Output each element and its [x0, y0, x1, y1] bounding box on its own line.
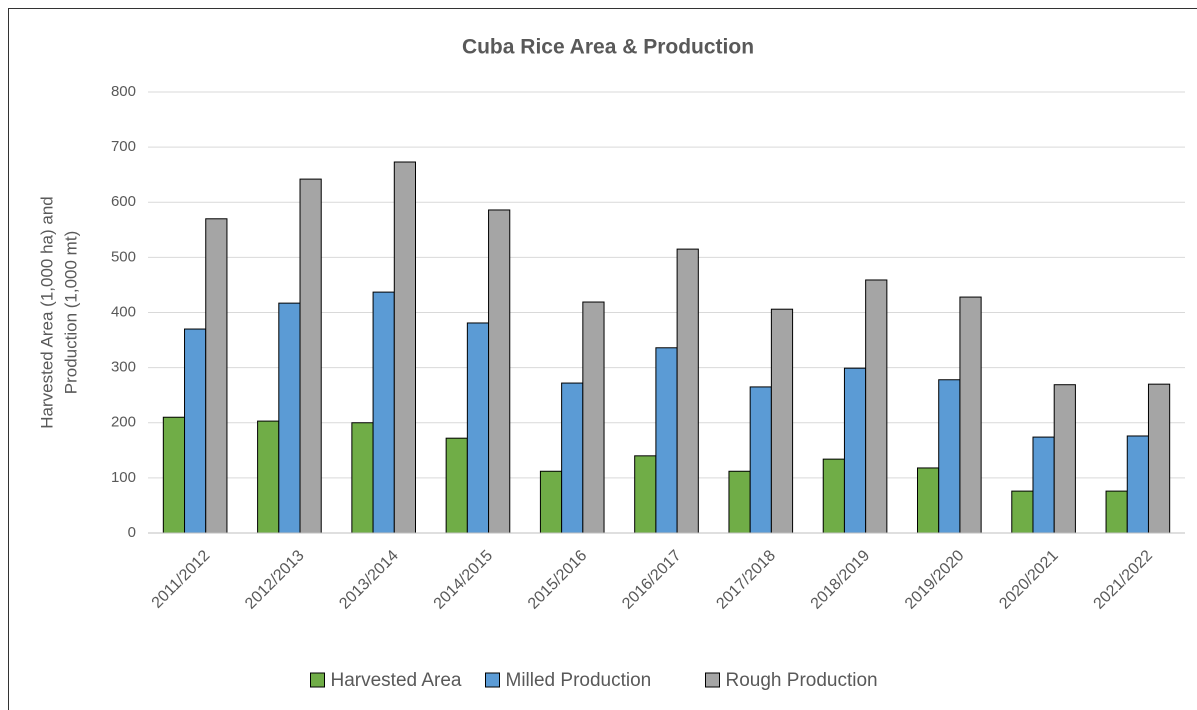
bar — [1011, 490, 1034, 534]
bar — [184, 328, 207, 534]
x-tick-label: 2019/2020 — [902, 547, 968, 613]
bar — [1053, 384, 1076, 534]
y-tick-label: 100 — [111, 469, 136, 486]
bar — [655, 347, 678, 534]
y-tick-label: 600 — [111, 193, 136, 210]
x-tick-label: 2015/2016 — [525, 547, 591, 613]
legend-label: Harvested Area — [331, 670, 462, 691]
bar — [1105, 490, 1128, 534]
y-tick-label: 200 — [111, 414, 136, 431]
legend-swatch — [310, 672, 325, 688]
bar — [582, 301, 605, 534]
x-tick-label: 2018/2019 — [808, 547, 874, 613]
bar — [749, 386, 772, 534]
x-tick-label: 2021/2022 — [1091, 547, 1157, 613]
bar — [351, 422, 374, 534]
legend-label: Milled Production — [506, 670, 652, 691]
bar — [539, 470, 563, 534]
x-tick-label: 2011/2012 — [149, 547, 214, 612]
bar — [865, 279, 888, 534]
bar — [1147, 383, 1171, 534]
y-tick-label: 0 — [128, 524, 136, 541]
bar — [372, 291, 395, 534]
bar — [561, 382, 584, 534]
y-tick-label: 800 — [111, 83, 136, 100]
bar — [466, 322, 490, 534]
bar — [770, 308, 794, 534]
x-tick-label: 2012/2013 — [242, 547, 308, 613]
bar — [822, 458, 845, 534]
bar — [162, 416, 186, 534]
bar — [917, 467, 940, 534]
bar — [959, 296, 982, 534]
legend-label: Rough Production — [726, 670, 878, 691]
y-tick-label: 500 — [111, 248, 136, 265]
bar — [728, 470, 751, 534]
legend-swatch — [485, 672, 500, 688]
bar — [938, 379, 961, 534]
y-tick-label: 300 — [111, 359, 136, 376]
chart-title: Cuba Rice Area & Production — [462, 36, 754, 59]
chart-border — [8, 8, 1197, 710]
bar — [1126, 435, 1149, 534]
bar — [393, 161, 416, 534]
bar — [1032, 436, 1055, 534]
y-axis-label: Production (1,000 mt) — [61, 231, 80, 394]
bar — [257, 420, 280, 534]
y-tick-label: 400 — [111, 303, 136, 320]
x-tick-label: 2013/2014 — [336, 547, 402, 613]
bar — [676, 248, 699, 534]
bar — [299, 178, 322, 534]
x-tick-label: 2017/2018 — [713, 547, 779, 613]
legend-swatch — [705, 672, 720, 688]
y-axis-label: Harvested Area (1,000 ha) and — [37, 196, 56, 428]
x-tick-label: 2020/2021 — [996, 547, 1062, 613]
bar — [205, 218, 228, 534]
x-tick-label: 2014/2015 — [431, 547, 497, 613]
bar — [843, 367, 867, 534]
x-tick-label: 2016/2017 — [619, 547, 685, 613]
y-tick-label: 700 — [111, 138, 136, 155]
bar — [445, 437, 468, 534]
bar — [634, 455, 657, 534]
bar — [488, 209, 511, 534]
bar — [278, 302, 301, 534]
